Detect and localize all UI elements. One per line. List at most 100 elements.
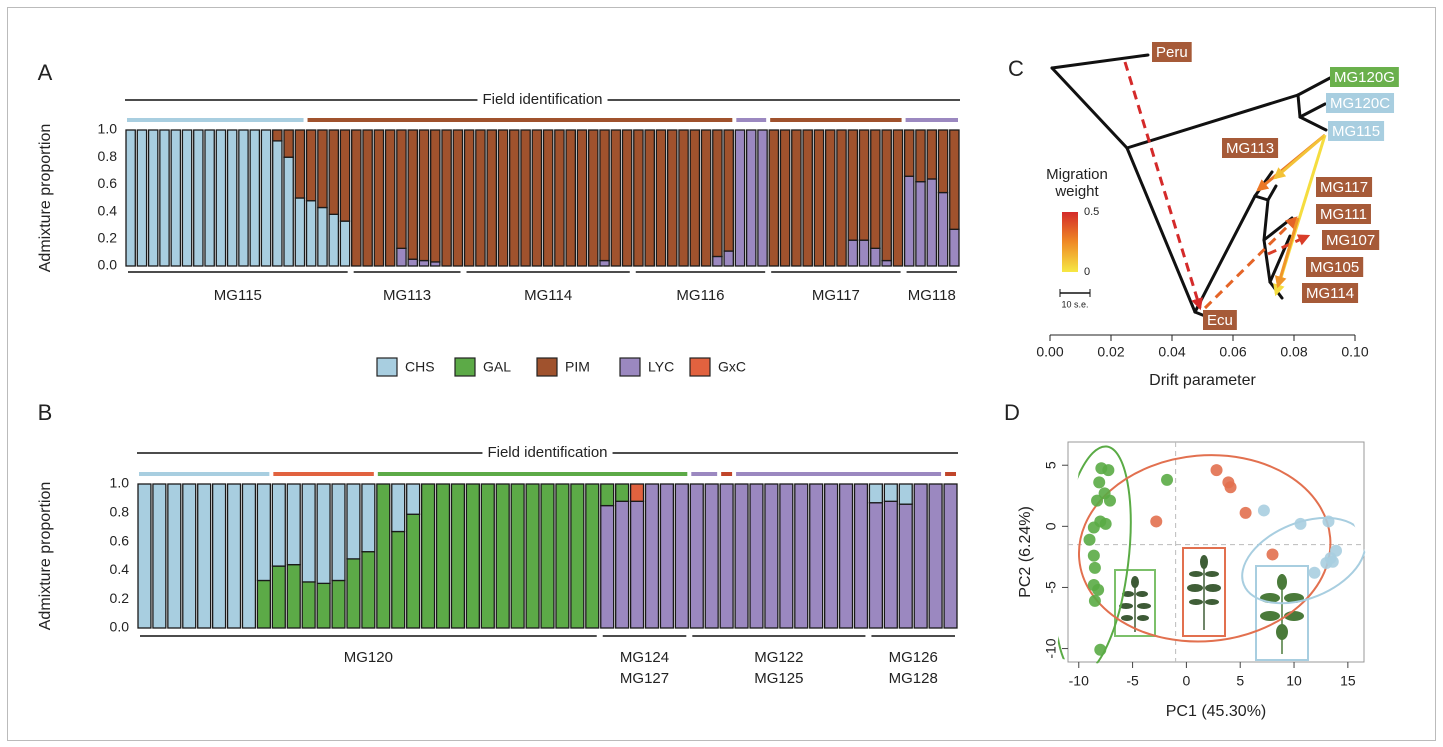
- legend-label: GxC: [718, 359, 746, 375]
- bar-segment: [629, 483, 645, 502]
- point: [1210, 464, 1223, 477]
- bar-segment: [182, 483, 197, 629]
- bar-segment: [305, 200, 317, 267]
- tree-edge: [1193, 194, 1257, 314]
- bar-segment: [809, 483, 824, 629]
- bar-segment: [497, 129, 509, 267]
- bar-segment: [339, 220, 351, 267]
- bar-segment: [712, 255, 723, 267]
- migration-edge: [1267, 234, 1311, 256]
- bar-segment: [700, 129, 712, 267]
- bar-segment: [339, 129, 351, 222]
- y-tick-label: 0: [1043, 522, 1059, 530]
- bar-segment: [858, 129, 870, 241]
- y-tick-label: 5: [1043, 461, 1059, 469]
- tree-edge: [1262, 238, 1272, 284]
- point: [1322, 515, 1335, 528]
- confidence-ellipse: [1077, 454, 1332, 643]
- bar-segment: [420, 483, 436, 629]
- bar-segment: [283, 129, 294, 158]
- bar-segment: [204, 129, 215, 267]
- leaf-label: Peru: [1156, 44, 1188, 61]
- field-label: Field identification: [482, 91, 602, 108]
- panel-letter: B: [38, 400, 53, 425]
- bar-segment: [883, 500, 898, 629]
- y-tick-label: 0.8: [98, 148, 118, 164]
- bar-segment: [881, 129, 892, 262]
- leaf-label: MG115: [1332, 123, 1380, 140]
- bar-segment: [249, 129, 261, 267]
- bar-segment: [745, 129, 757, 267]
- bar-segment: [949, 228, 960, 267]
- bar-segment: [271, 565, 286, 629]
- point: [1257, 504, 1270, 517]
- bar-segment: [903, 175, 915, 267]
- group-label: MG114: [524, 287, 572, 304]
- bar-segment: [406, 483, 421, 515]
- group-label: MG122: [754, 649, 803, 666]
- y-tick-label: -5: [1043, 581, 1059, 594]
- bar-segment: [328, 129, 340, 215]
- bar-segment: [629, 500, 645, 629]
- weight-title: Migration weight: [1046, 166, 1108, 200]
- bar-segment: [351, 129, 362, 267]
- bar-segment: [615, 483, 630, 502]
- bar-segment: [943, 483, 958, 629]
- point: [1102, 464, 1115, 477]
- tree-edge: [1298, 102, 1327, 119]
- bar-segment: [768, 129, 780, 267]
- point: [1266, 548, 1279, 561]
- bar-segment: [689, 483, 704, 629]
- x-tick-label: 0.06: [1219, 344, 1246, 360]
- bar-segment: [331, 579, 346, 629]
- migration-edge: [1273, 134, 1325, 180]
- bar-segment: [286, 483, 301, 566]
- bar-segment: [794, 483, 809, 629]
- bar-segment: [915, 129, 926, 183]
- tree-edge: [1296, 76, 1332, 97]
- bar-segment: [170, 129, 182, 267]
- tree-edge: [1262, 198, 1270, 242]
- leaf-label: MG107: [1326, 232, 1375, 249]
- bar-segment: [779, 483, 794, 629]
- point: [1088, 561, 1101, 574]
- bar-segment: [136, 129, 148, 267]
- bar-segment: [152, 483, 167, 629]
- bar-segment: [615, 500, 630, 629]
- bar-segment: [328, 213, 340, 267]
- bar-segment: [435, 483, 451, 629]
- point: [1094, 643, 1107, 656]
- tree-edge: [1262, 216, 1294, 242]
- bar-segment: [241, 483, 257, 629]
- tree-edge: [1266, 184, 1278, 202]
- bar-segment: [495, 483, 510, 629]
- bar-segment: [898, 503, 913, 629]
- bar-segment: [749, 483, 764, 629]
- bar-segment: [396, 129, 407, 249]
- group-label: MG128: [889, 670, 938, 687]
- x-tick-label: 0.00: [1036, 344, 1063, 360]
- bar-segment: [881, 259, 892, 267]
- bar-segment: [600, 504, 615, 629]
- legend-swatch: [619, 357, 641, 377]
- field-label-bg: [482, 444, 613, 462]
- bar-segment: [838, 483, 854, 629]
- group-label: MG120: [344, 649, 393, 666]
- plant: [1187, 555, 1221, 630]
- bar-segment: [317, 206, 328, 267]
- bar-segment: [391, 530, 406, 629]
- leaf-label-box: [1330, 67, 1399, 87]
- bar-segment: [858, 239, 870, 267]
- bar-segment: [870, 129, 881, 249]
- bar-segment: [847, 129, 859, 241]
- bar-segment: [570, 483, 585, 629]
- legend-swatch: [689, 357, 711, 377]
- bar-segment: [659, 483, 675, 629]
- bar-segment: [316, 483, 331, 585]
- x-tick-label: -10: [1069, 673, 1089, 689]
- point: [1161, 473, 1174, 486]
- panel-letter: A: [38, 60, 53, 85]
- leaf-label: MG113: [1226, 140, 1274, 157]
- x-axis-label: Drift parameter: [1149, 372, 1256, 389]
